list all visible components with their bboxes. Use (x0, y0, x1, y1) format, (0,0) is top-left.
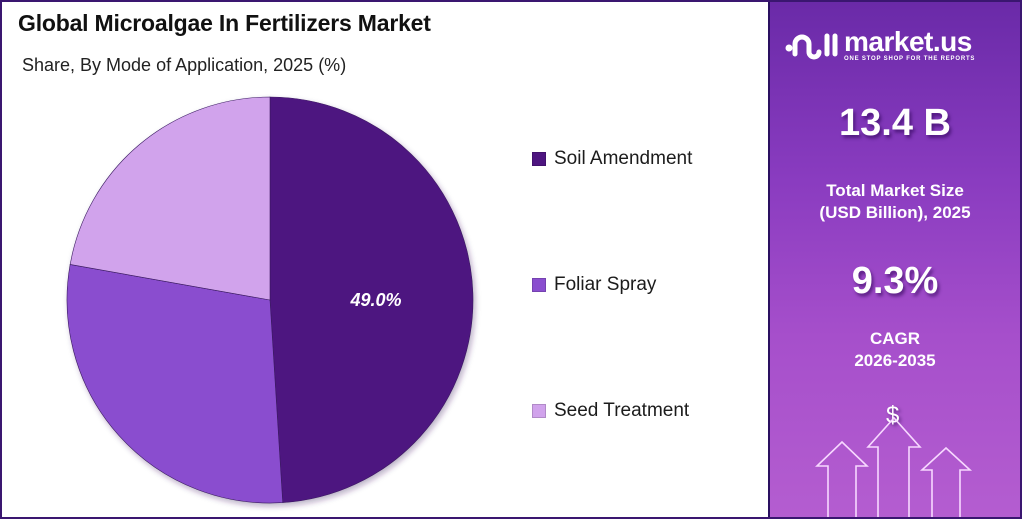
legend-label: Foliar Spray (554, 274, 657, 295)
legend-item-seed-treatment: Seed Treatment (532, 400, 689, 422)
cagr-label-line2: 2026-2035 (854, 351, 936, 370)
legend-swatch (532, 404, 546, 418)
legend-swatch (532, 278, 546, 292)
market-us-logo-icon (785, 33, 838, 60)
market-size-label-line2: (USD Billion), 2025 (819, 203, 971, 222)
pie-slice-soil-amendment (269, 96, 474, 503)
pie-slice-seed-treatment (69, 96, 271, 301)
brand-tagline: ONE STOP SHOP FOR THE REPORTS (844, 56, 976, 62)
cagr-label-line1: CAGR (869, 329, 921, 348)
cagr-value: 9.3% (851, 260, 939, 302)
legend-label: Soil Amendment (554, 148, 693, 169)
pie-slice-foliar-spray (66, 264, 284, 504)
chart-panel: Global Microalgae In Fertilizers Market … (2, 2, 766, 517)
pie-chart: 49.0% (66, 96, 474, 504)
legend-swatch (532, 152, 546, 166)
stats-panel: market.us ONE STOP SHOP FOR THE REPORTS … (768, 2, 1020, 517)
growth-arrows-icon (815, 416, 973, 517)
market-size-label-line1: Total Market Size (826, 181, 964, 200)
pie-slice-label: 49.0% (349, 290, 401, 310)
legend-label: Seed Treatment (554, 400, 690, 421)
chart-title: Global Microalgae In Fertilizers Market (18, 10, 431, 36)
legend-item-soil-amendment: Soil Amendment (532, 148, 692, 170)
legend-item-foliar-spray: Foliar Spray (532, 274, 656, 296)
brand-name: market.us (844, 26, 972, 57)
brand-logo: market.us ONE STOP SHOP FOR THE REPORTS (784, 28, 975, 62)
chart-subtitle: Share, By Mode of Application, 2025 (%) (22, 55, 347, 75)
market-size-value: 13.4 B (839, 102, 951, 144)
cagr-label: CAGR 2026-2035 (770, 328, 1020, 372)
market-size-label: Total Market Size (USD Billion), 2025 (770, 180, 1020, 224)
